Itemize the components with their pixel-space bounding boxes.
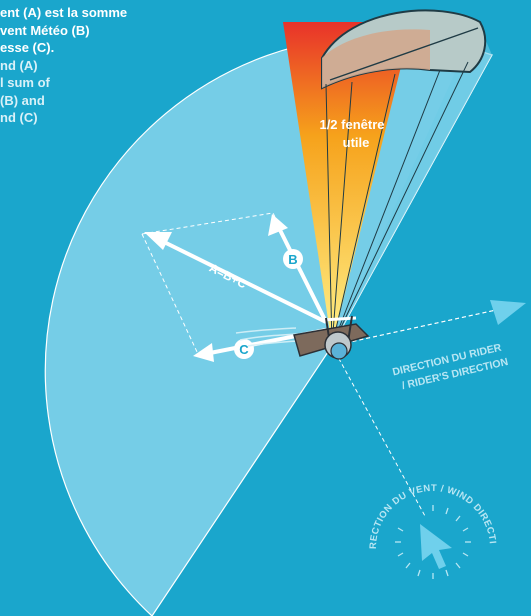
vector-b-badge: B [283, 249, 303, 269]
compass-ticks [395, 505, 471, 579]
caption-en-line-1: nd (A) [0, 57, 38, 73]
caption-en-line-3: (B) and [0, 92, 45, 108]
kite-icon [321, 9, 487, 347]
caption-fr-line-2: vent Météo (B) [0, 22, 90, 38]
wind-arrow-icon [420, 524, 452, 569]
caption-text: ent (A) est la somme vent Météo (B) esse… [0, 4, 180, 127]
caption-fr-line-3: esse (C). [0, 40, 55, 55]
caption-fr-line-1: ent (A) est la somme [0, 5, 128, 20]
window-label-line-1: 1/2 fenêtre [319, 117, 384, 132]
vector-b-letter: B [288, 252, 297, 267]
wind-window-edge [332, 22, 492, 346]
vector-c-badge: C [234, 339, 254, 359]
window-label-line-2: utile [343, 135, 370, 150]
caption-en-line-2: l sum of [0, 75, 50, 90]
speed-streaks [235, 327, 299, 347]
vector-a-arrow [144, 232, 327, 324]
power-zone-wedge [283, 22, 412, 346]
caption-en-line-4: nd (C) [0, 110, 38, 125]
vector-b-arrow [268, 214, 328, 323]
kiteboarder-icon [293, 315, 370, 360]
vector-c-letter: C [239, 342, 249, 357]
rider-direction-arrow [331, 300, 526, 347]
